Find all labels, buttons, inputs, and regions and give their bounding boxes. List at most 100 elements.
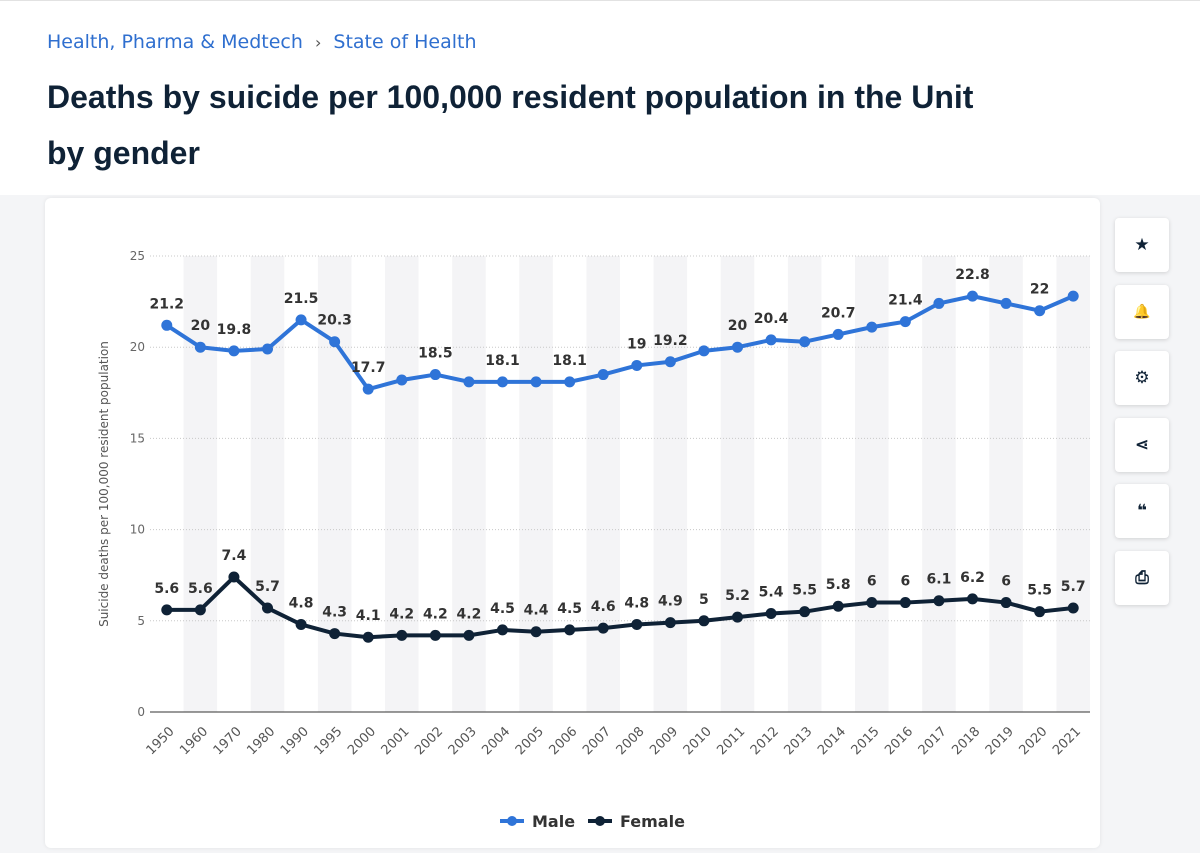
x-tick-label: 2018 <box>949 724 983 758</box>
data-label-female: 4.2 <box>389 606 414 622</box>
data-point-female <box>664 617 676 629</box>
column-band <box>922 256 956 712</box>
data-point-female <box>161 604 173 616</box>
y-tick-label: 10 <box>130 523 145 537</box>
column-band <box>586 256 620 712</box>
page-title: Deaths by suicide per 100,000 resident p… <box>47 69 1187 181</box>
data-point-male <box>933 297 945 309</box>
data-label-female: 7.4 <box>222 548 247 564</box>
data-point-female <box>832 600 844 612</box>
data-point-male <box>564 376 576 388</box>
data-point-male <box>799 336 811 348</box>
data-label-male: 18.1 <box>485 353 520 369</box>
series-line-male <box>165 294 1075 392</box>
star-icon[interactable]: ★ <box>1115 218 1169 272</box>
x-tick-label: 2011 <box>714 724 748 758</box>
data-point-female <box>933 595 945 607</box>
data-label-female: 5.5 <box>1027 583 1052 599</box>
x-tick-label: 2012 <box>748 724 782 758</box>
data-label-female: 4.8 <box>289 595 314 611</box>
x-tick-label: 2009 <box>647 724 681 758</box>
data-point-male <box>497 376 508 388</box>
column-band <box>183 256 218 712</box>
data-label-female: 5.6 <box>154 581 179 597</box>
column-band <box>452 256 486 712</box>
data-label-female: 5.7 <box>1061 579 1086 595</box>
data-point-male <box>1034 305 1046 317</box>
data-label-male: 22.8 <box>955 267 990 283</box>
breadcrumb-link-health[interactable]: Health, Pharma & Medtech <box>47 31 303 53</box>
data-label-female: 5.8 <box>826 577 851 593</box>
data-point-female <box>329 628 341 640</box>
data-point-male <box>362 383 374 395</box>
data-label-male: 20.4 <box>754 311 789 327</box>
data-point-male <box>899 316 911 328</box>
x-tick-label: 2019 <box>983 724 1017 758</box>
data-point-male <box>329 336 341 348</box>
data-label-female: 5.6 <box>188 581 213 597</box>
data-point-female <box>866 597 878 609</box>
data-label-female: 4.4 <box>524 603 549 619</box>
data-point-female <box>967 593 978 605</box>
y-tick-label: 5 <box>137 614 145 628</box>
x-tick-label: 2015 <box>849 724 883 758</box>
data-point-male <box>597 369 609 381</box>
bell-icon[interactable]: 🔔 <box>1115 284 1169 339</box>
data-label-male: 19.8 <box>217 322 252 338</box>
data-label-male: 19 <box>627 336 646 352</box>
data-label-male: 19.2 <box>653 333 688 349</box>
quote-icon[interactable]: ❝ <box>1115 484 1169 538</box>
data-point-female <box>530 626 542 638</box>
legend-item-female[interactable]: Female <box>620 812 685 831</box>
data-label-male: 20 <box>728 318 748 334</box>
data-label-female: 6 <box>900 574 910 590</box>
data-point-female <box>463 629 475 641</box>
legend-item-male[interactable]: Male <box>532 812 575 831</box>
data-label-male: 21.2 <box>150 296 185 312</box>
x-tick-label: 1980 <box>244 724 278 758</box>
x-tick-label: 2007 <box>580 724 614 758</box>
data-point-female <box>564 624 576 636</box>
data-label-female: 4.2 <box>423 606 448 622</box>
legend-marker-female <box>595 816 605 826</box>
data-point-female <box>799 606 811 618</box>
data-point-female <box>1067 602 1079 614</box>
x-tick-label: 2000 <box>345 724 379 758</box>
print-icon[interactable]: ⎙ <box>1115 550 1169 605</box>
y-tick-label: 20 <box>130 340 145 354</box>
data-point-female <box>262 602 273 614</box>
data-point-male <box>765 334 777 346</box>
data-label-male: 17.7 <box>351 360 386 376</box>
x-tick-label: 2004 <box>479 724 513 758</box>
breadcrumb-link-state-of-health[interactable]: State of Health <box>333 31 477 53</box>
gear-icon[interactable]: ⚙ <box>1115 351 1169 405</box>
data-label-female: 5 <box>699 592 709 608</box>
data-point-female <box>497 624 508 636</box>
data-label-female: 6.1 <box>927 572 952 588</box>
x-tick-label: 2001 <box>379 724 413 758</box>
data-label-female: 4.2 <box>457 606 482 622</box>
data-label-female: 5.4 <box>759 585 784 601</box>
data-point-female <box>429 629 441 641</box>
data-point-male <box>262 343 273 355</box>
data-point-male <box>664 356 676 368</box>
y-axis-title: Suicide deaths per 100,000 resident popu… <box>97 341 111 627</box>
data-point-female <box>362 631 374 643</box>
data-point-male <box>194 341 206 353</box>
data-point-male <box>228 345 240 357</box>
share-icon[interactable]: ⋖ <box>1115 417 1169 472</box>
series-line-female <box>166 575 1074 640</box>
data-label-female: 5.7 <box>255 579 280 595</box>
data-point-female <box>1034 606 1046 618</box>
data-point-female <box>194 604 206 616</box>
legend-marker-male <box>507 816 517 826</box>
data-point-female <box>899 597 911 609</box>
data-label-female: 5.2 <box>725 588 750 604</box>
data-label-male: 21.5 <box>284 291 319 307</box>
data-point-female <box>732 611 743 623</box>
data-point-female <box>698 615 710 627</box>
x-tick-label: 2010 <box>681 724 715 758</box>
data-point-male <box>396 374 408 386</box>
data-label-female: 4.8 <box>624 595 649 611</box>
x-tick-label: 2013 <box>781 724 815 758</box>
